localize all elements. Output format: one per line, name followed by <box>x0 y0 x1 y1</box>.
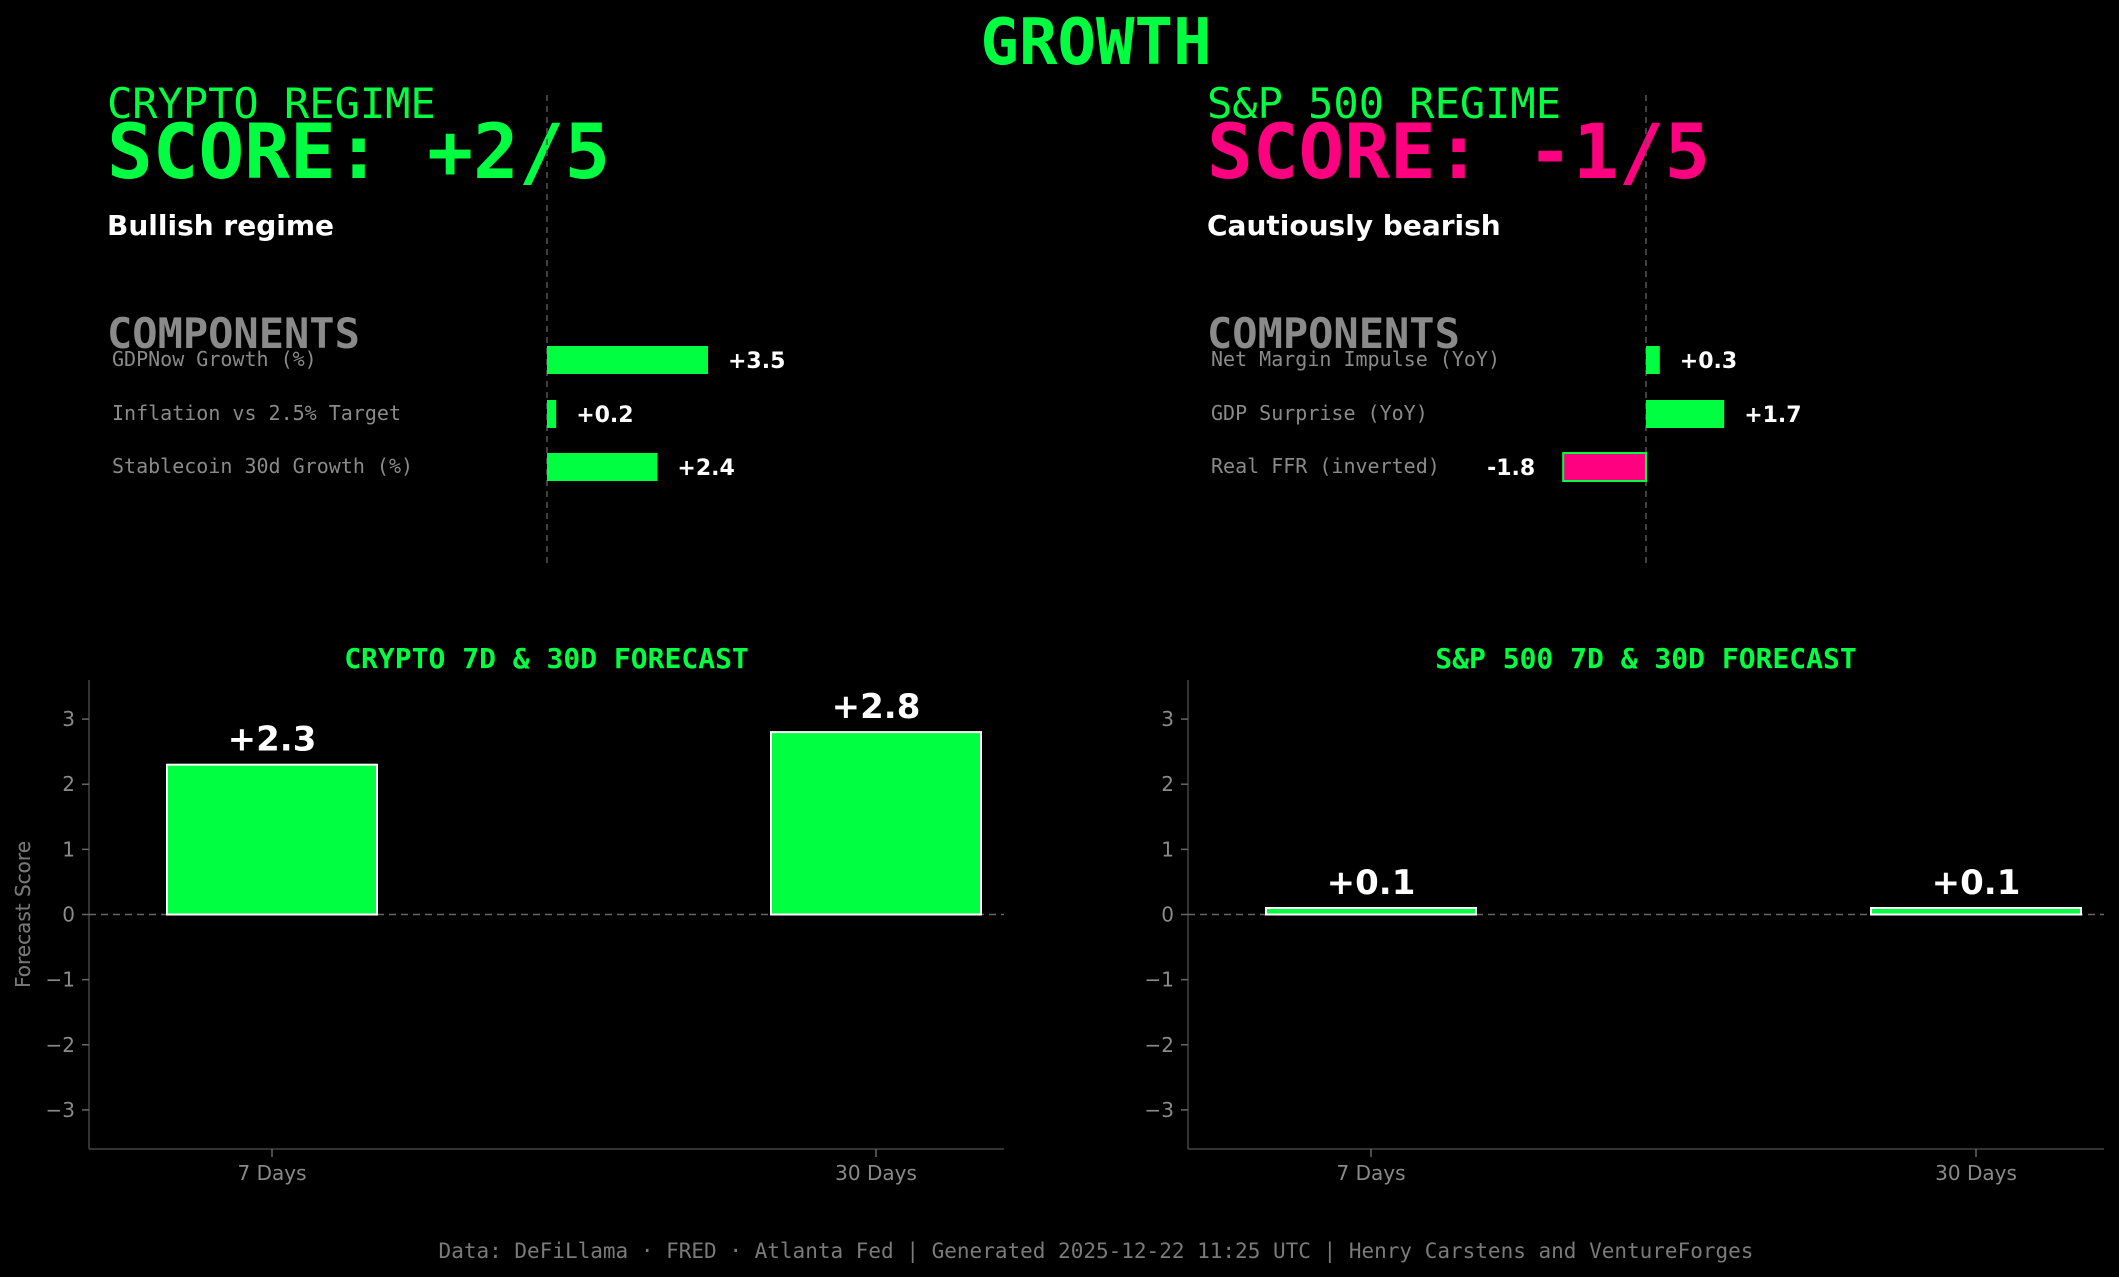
sp500-forecast-value: +0.1 <box>1327 863 1416 903</box>
sp500-y-tick-label: 1 <box>1161 837 1174 861</box>
sp500-components-chart: Net Margin Impulse (YoY) +0.3 GDP Surprise… <box>1211 95 1802 563</box>
sp500-y-tick-label: −1 <box>1145 968 1174 992</box>
crypto-y-tick-label: 3 <box>62 707 75 731</box>
sp500-y-tick-label: 2 <box>1161 772 1174 796</box>
sp500-component-value: +0.3 <box>1680 349 1737 374</box>
sp500-regime-description: Cautiously bearish <box>1207 209 1501 242</box>
crypto-forecast-value: +2.3 <box>228 720 317 760</box>
crypto-component-bar <box>547 400 557 428</box>
sp500-regime-panel: S&P 500 REGIME SCORE: -1/5 Cautiously be… <box>1207 79 1802 563</box>
crypto-regime-description: Bullish regime <box>107 209 334 242</box>
sp500-forecast-value: +0.1 <box>1932 863 2021 903</box>
crypto-forecast-title: CRYPTO 7D & 30D FORECAST <box>344 642 749 675</box>
sp500-y-tick-label: −2 <box>1145 1033 1174 1057</box>
footer-credits: Data: DeFiLlama · FRED · Atlanta Fed | G… <box>439 1239 1754 1264</box>
sp500-forecast-title: S&P 500 7D & 30D FORECAST <box>1435 642 1856 675</box>
sp500-component-bar <box>1562 452 1647 482</box>
crypto-forecast-bar <box>166 763 378 916</box>
sp500-components-heading: COMPONENTS <box>1207 309 1460 358</box>
crypto-y-tick-label: 1 <box>62 837 75 861</box>
sp500-y-tick-label: 0 <box>1161 903 1174 927</box>
sp500-component-value: +1.7 <box>1744 403 1801 428</box>
crypto-component-value: +0.2 <box>576 403 633 428</box>
crypto-component-label: GDPNow Growth (%) <box>112 347 317 371</box>
crypto-component-value: +3.5 <box>728 349 785 374</box>
crypto-x-tick-label: 7 Days <box>238 1161 307 1185</box>
sp500-component-label: GDP Surprise (YoY) <box>1211 401 1428 425</box>
sp500-forecast-chart: S&P 500 7D & 30D FORECAST 3 2 1 0 −1 −2 −3 Forec… <box>11 642 2104 1185</box>
crypto-component-bar <box>547 346 708 374</box>
sp500-regime-title: S&P 500 REGIME <box>1207 79 1561 128</box>
crypto-y-tick-label: 2 <box>62 772 75 796</box>
sp500-component-bar <box>1646 346 1660 374</box>
sp500-y-tick-label: −3 <box>1145 1098 1174 1122</box>
sp500-component-label: Net Margin Impulse (YoY) <box>1211 347 1500 371</box>
crypto-forecast-value: +2.8 <box>832 687 921 727</box>
sp500-y-tick-label: 3 <box>1161 707 1174 731</box>
crypto-components-heading: COMPONENTS <box>107 309 360 358</box>
crypto-y-tick-label: 0 <box>62 903 75 927</box>
crypto-regime-title: CRYPTO REGIME <box>107 79 436 128</box>
sp500-y-axis-label: Forecast Score <box>11 841 35 988</box>
sp500-component-label: Real FFR (inverted) <box>1211 454 1440 478</box>
crypto-forecast-chart: CRYPTO 7D & 30D FORECAST 3 2 1 0 −1 −2 −3 Foreca… <box>11 642 1004 1185</box>
page-title: GROWTH <box>980 6 1211 80</box>
crypto-score: SCORE: +2/5 <box>107 107 610 196</box>
crypto-y-axis-label: Forecast Score <box>11 841 35 988</box>
crypto-regime-panel: CRYPTO REGIME SCORE: +2/5 Bullish regime… <box>107 79 785 563</box>
sp500-forecast-bar <box>1870 906 2082 916</box>
sp500-component-value: -1.8 <box>1487 456 1535 481</box>
crypto-component-value: +2.4 <box>677 456 734 481</box>
crypto-component-bar <box>547 453 658 481</box>
sp500-score: SCORE: -1/5 <box>1207 107 1710 196</box>
crypto-component-label: Inflation vs 2.5% Target <box>112 401 401 425</box>
sp500-forecast-bar <box>1265 906 1477 916</box>
crypto-x-tick-label: 30 Days <box>835 1161 917 1185</box>
crypto-components-chart: GDPNow Growth (%) +3.5 Inflation vs 2.5% T… <box>112 95 785 563</box>
crypto-y-tick-label: −3 <box>46 1098 75 1122</box>
crypto-y-tick-label: −1 <box>46 968 75 992</box>
sp500-x-tick-label: 30 Days <box>1935 1161 2017 1185</box>
crypto-y-tick-label: −2 <box>46 1033 75 1057</box>
crypto-component-label: Stablecoin 30d Growth (%) <box>112 454 413 478</box>
sp500-component-bar <box>1646 400 1725 428</box>
sp500-x-tick-label: 7 Days <box>1337 1161 1406 1185</box>
crypto-forecast-bar <box>770 731 982 916</box>
